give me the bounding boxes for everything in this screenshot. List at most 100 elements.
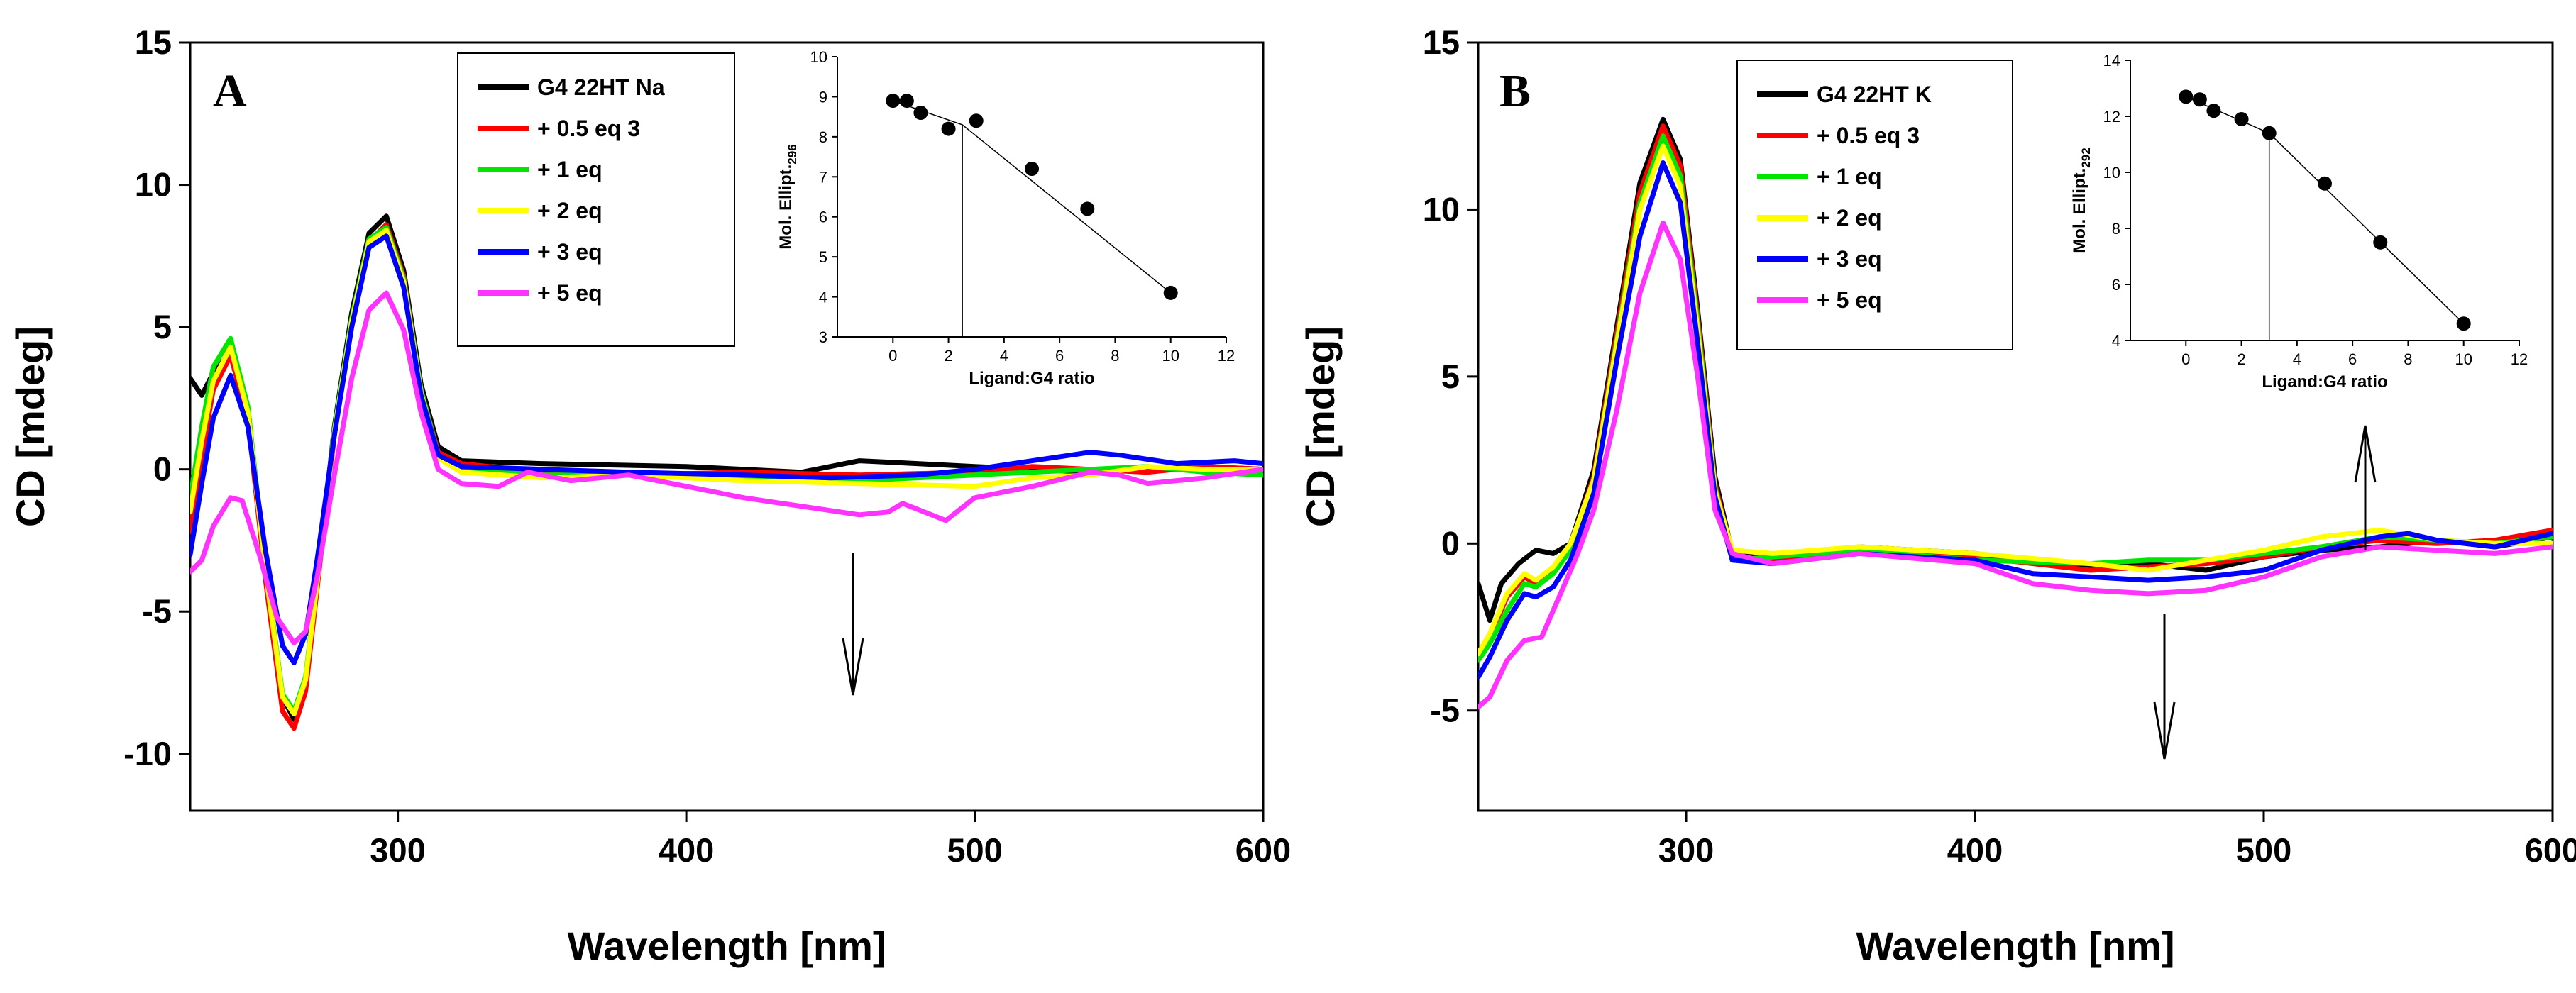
y-tick-label: 5 bbox=[1441, 357, 1460, 395]
series-line-b-4 bbox=[1478, 160, 2553, 680]
inset-y-axis-title: Mol. Ellipt.296 bbox=[776, 144, 799, 249]
inset-data-point bbox=[1163, 285, 1178, 300]
x-tick-label: 300 bbox=[1658, 831, 1714, 869]
inset-x-tick-label: 0 bbox=[2181, 350, 2190, 368]
inset-data-point bbox=[886, 94, 901, 109]
inset-y-tick-label: 4 bbox=[2112, 332, 2120, 350]
inset-data-point bbox=[2206, 104, 2221, 118]
x-tick-label: 600 bbox=[2525, 831, 2576, 869]
inset-data-point bbox=[2234, 111, 2249, 126]
inset-y-tick-label: 8 bbox=[2112, 220, 2120, 238]
inset-data-point bbox=[1025, 162, 1039, 176]
legend-label: + 2 eq bbox=[537, 198, 602, 223]
y-tick-label: 15 bbox=[135, 23, 172, 61]
y-axis-title: CD [mdeg] bbox=[1298, 326, 1343, 527]
y-axis-title: CD [mdeg] bbox=[8, 326, 53, 527]
series-line-a-5 bbox=[190, 290, 1263, 645]
inset-fit-line bbox=[2185, 96, 2465, 324]
inset-x-tick-label: 6 bbox=[1055, 347, 1064, 365]
inset-x-tick-label: 12 bbox=[2511, 350, 2528, 368]
inset-y-tick-label: 8 bbox=[819, 128, 827, 146]
series-group-a bbox=[190, 213, 1263, 731]
y-tick-label: 0 bbox=[153, 450, 172, 488]
y-tick-label: 5 bbox=[153, 308, 172, 345]
inset-fit-line bbox=[893, 100, 1172, 294]
x-tick-label: 400 bbox=[1947, 831, 2003, 869]
legend-label: + 3 eq bbox=[1817, 246, 1882, 272]
inset-x-tick-label: 4 bbox=[2293, 350, 2301, 368]
inset-data-point bbox=[2262, 126, 2277, 140]
plot-frame-b bbox=[1477, 41, 2554, 812]
series-line-a-4 bbox=[190, 233, 1263, 665]
inset-y-tick-label: 6 bbox=[819, 209, 827, 226]
x-tick-label: 300 bbox=[370, 831, 425, 869]
inset-data-point bbox=[899, 94, 914, 109]
inset-data-point bbox=[2318, 176, 2332, 191]
y-tick-label: 10 bbox=[135, 166, 172, 204]
inset-data-point bbox=[913, 106, 928, 120]
legend-label: + 5 eq bbox=[537, 280, 602, 306]
inset-data-point bbox=[2179, 89, 2194, 104]
inset-data-point bbox=[2373, 235, 2388, 250]
series-group-b bbox=[1478, 116, 2553, 710]
inset-data-point bbox=[941, 121, 956, 136]
inset-y-axis-title: Mol. Ellipt.292 bbox=[2070, 148, 2093, 253]
inset-data-point bbox=[1080, 201, 1095, 216]
inset-x-tick-label: 10 bbox=[2455, 350, 2472, 368]
legend-b: G4 22HT K + 0.5 eq 3 + 1 eq + 2 eq + 3 eq + 5… bbox=[1736, 60, 2013, 350]
inset-y-tick-label: 12 bbox=[2103, 108, 2120, 126]
panel-a: -10 -5 0 5 10 15 300 400 500 600 Wavelength [nm] CD… bbox=[8, 23, 1291, 968]
inset-x-tick-label: 2 bbox=[2237, 350, 2245, 368]
x-tick-label: 500 bbox=[947, 831, 1002, 869]
inset-data-point bbox=[2456, 316, 2471, 331]
inset-x-tick-label: 4 bbox=[1000, 347, 1008, 365]
series-line-b-5 bbox=[1478, 220, 2553, 710]
legend-label: + 0.5 eq 3 bbox=[537, 116, 640, 141]
inset-x-axis-title: Ligand:G4 ratio bbox=[2262, 372, 2387, 392]
inset-plot-b: 4 6 8 10 12 14 0 2 4 6 8 10 12 Ligand:G4 ratio Mol. El… bbox=[2070, 52, 2528, 392]
inset-y-tick-label: 7 bbox=[819, 168, 827, 186]
inset-y-tick-label: 3 bbox=[819, 328, 827, 346]
legend-label: + 3 eq bbox=[537, 239, 602, 265]
x-tick-label: 500 bbox=[2236, 831, 2291, 869]
panel-letter: B bbox=[1499, 65, 1531, 117]
legend-box bbox=[457, 52, 735, 347]
legend-label: + 0.5 eq 3 bbox=[1817, 123, 1920, 148]
down-arrow-a-0 bbox=[842, 553, 864, 696]
y-tick-label: 15 bbox=[1423, 23, 1460, 61]
y-tick-label: -5 bbox=[142, 592, 172, 630]
y-tick-label: -10 bbox=[123, 735, 172, 772]
x-tick-label: 600 bbox=[1235, 831, 1291, 869]
inset-y-tick-label: 14 bbox=[2103, 52, 2120, 70]
legend-label: + 5 eq bbox=[1817, 287, 1882, 313]
legend-label: + 1 eq bbox=[1817, 164, 1882, 189]
inset-data-point bbox=[2192, 92, 2207, 107]
inset-x-tick-label: 2 bbox=[944, 347, 952, 365]
y-tick-label: 0 bbox=[1441, 524, 1460, 562]
legend-a: G4 22HT Na + 0.5 eq 3 + 1 eq + 2 eq + 3 eq + … bbox=[457, 52, 735, 347]
down-arrow-b-0 bbox=[2153, 614, 2176, 760]
inset-y-tick-label: 10 bbox=[810, 48, 827, 66]
inset-x-tick-label: 6 bbox=[2348, 350, 2357, 368]
legend-label: G4 22HT K bbox=[1817, 82, 1932, 107]
inset-x-tick-label: 8 bbox=[1111, 347, 1119, 365]
x-tick-label: 400 bbox=[659, 831, 714, 869]
y-tick-label: -5 bbox=[1430, 692, 1460, 729]
y-tick-label: 10 bbox=[1423, 190, 1460, 228]
inset-y-tick-label: 5 bbox=[819, 248, 827, 266]
inset-x-axis-title: Ligand:G4 ratio bbox=[969, 369, 1094, 388]
inset-plot-a: 3 4 5 6 7 8 9 10 0 2 4 6 8 10 12 Ligand:G4 ratio Mol. El… bbox=[776, 48, 1235, 388]
inset-y-tick-label: 10 bbox=[2103, 164, 2120, 182]
panel-b: -5 0 5 10 15 300 400 500 600 Wavelength [nm] CD [m… bbox=[1298, 23, 2576, 968]
inset-y-tick-label: 4 bbox=[819, 289, 827, 306]
inset-data-point bbox=[969, 113, 984, 128]
inset-y-tick-label: 6 bbox=[2112, 276, 2120, 294]
inset-x-tick-label: 10 bbox=[1162, 347, 1179, 365]
plot-frame-a bbox=[189, 41, 1265, 812]
up-arrow-b-1 bbox=[2354, 425, 2377, 550]
legend-label: + 2 eq bbox=[1817, 205, 1882, 231]
inset-y-tick-label: 9 bbox=[819, 88, 827, 106]
inset-x-tick-label: 12 bbox=[1218, 347, 1235, 365]
legend-label: G4 22HT Na bbox=[537, 74, 665, 100]
